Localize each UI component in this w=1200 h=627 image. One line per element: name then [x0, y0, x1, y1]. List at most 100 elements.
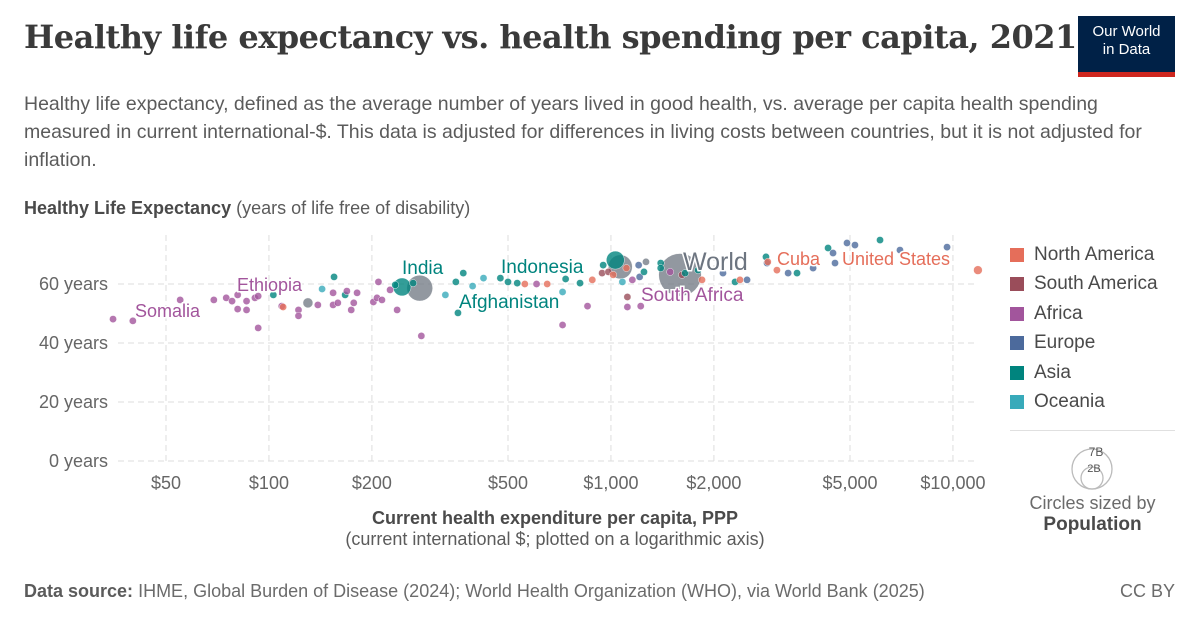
y-tick-label: 0 years [49, 451, 108, 471]
legend-swatch [1010, 247, 1024, 262]
data-point [242, 297, 251, 305]
data-point [606, 250, 625, 270]
data-point [623, 293, 632, 301]
owid-logo[interactable]: Our World in Data [1078, 16, 1175, 77]
data-point [831, 259, 839, 267]
y-tick-label: 60 years [39, 274, 108, 294]
legend-item[interactable]: Europe [1010, 329, 1158, 359]
size-legend-line1: Circles sized by [1029, 493, 1156, 513]
y-axis-title-rest: (years of life free of disability) [231, 198, 471, 218]
data-point [349, 299, 358, 307]
data-point [109, 315, 117, 323]
data-point [635, 273, 644, 281]
data-point [254, 292, 262, 300]
data-point [391, 281, 400, 289]
legend-label: North America [1034, 243, 1155, 265]
y-axis-title-bold: Healthy Life Expectancy [24, 198, 232, 218]
data-point [598, 269, 606, 277]
legend-label: Asia [1034, 361, 1071, 383]
point-label: Somalia [135, 301, 201, 321]
data-point [656, 264, 665, 272]
logo-bar [1078, 72, 1175, 77]
data-point [543, 280, 551, 288]
data-point [743, 276, 751, 284]
data-point [242, 306, 251, 314]
data-point [386, 286, 394, 294]
x-tick-label: $10,000 [920, 473, 985, 493]
x-tick-label: $50 [151, 473, 181, 493]
point-label: United States [842, 249, 950, 269]
point-label: Afghanistan [459, 292, 559, 313]
legend-swatch [1010, 365, 1024, 380]
point-label: India [402, 258, 444, 279]
data-point [532, 280, 541, 288]
data-point [378, 296, 386, 304]
data-point [314, 301, 322, 309]
legend-label: Oceania [1034, 391, 1105, 413]
chart-title: Healthy life expectancy vs. health spend… [24, 18, 1077, 56]
data-point [504, 278, 512, 286]
data-point [973, 265, 983, 275]
data-point [764, 258, 772, 266]
data-point [129, 317, 137, 325]
data-point [773, 266, 781, 274]
data-point [558, 288, 567, 296]
legend-swatch [1010, 306, 1024, 321]
data-point [896, 246, 904, 254]
data-point [459, 269, 468, 277]
data-point [576, 279, 584, 287]
data-point [454, 309, 462, 317]
data-point [329, 289, 337, 297]
legend-item[interactable]: South America [1010, 270, 1158, 300]
legend-swatch [1010, 336, 1024, 351]
point-label: South Africa [641, 285, 744, 306]
data-point [513, 279, 522, 287]
x-tick-label: $500 [488, 473, 528, 493]
x-tick-label: $5,000 [822, 473, 877, 493]
data-point [829, 249, 837, 257]
point-label: Cuba [777, 249, 821, 269]
data-point [294, 312, 303, 320]
chart-subtitle: Healthy life expectancy, defined as the … [24, 93, 1142, 171]
data-point [618, 278, 627, 286]
data-point [496, 274, 505, 282]
data-point [417, 332, 426, 340]
size-label-big: 7B [1089, 445, 1104, 459]
data-point [222, 294, 231, 302]
data-point [302, 297, 314, 309]
data-point [233, 305, 242, 313]
data-point [561, 275, 570, 283]
license-link[interactable]: CC BY [1119, 581, 1175, 601]
data-point [452, 278, 460, 286]
data-point [636, 302, 645, 310]
data-point [343, 287, 351, 295]
data-point [279, 303, 287, 311]
point-label: Indonesia [501, 257, 584, 278]
legend-label: South America [1034, 273, 1158, 295]
size-label-small: 2B [1087, 463, 1100, 475]
legend-swatch [1010, 277, 1024, 292]
data-point [609, 271, 617, 279]
data-point [851, 241, 859, 249]
size-legend: 7B 2B Circles sized by Population [1010, 430, 1175, 536]
legend-item[interactable]: Africa [1010, 299, 1158, 329]
source-label: Data source: [24, 581, 134, 601]
data-point [441, 291, 450, 299]
data-point [254, 324, 262, 332]
legend-item[interactable]: Asia [1010, 358, 1158, 388]
legend-item[interactable]: Oceania [1010, 388, 1158, 418]
y-tick-label: 40 years [39, 333, 108, 353]
data-source: Data source: IHME, Global Burden of Dise… [24, 581, 925, 602]
point-label: World [683, 248, 748, 276]
point-label: Ethiopia [237, 275, 303, 295]
x-tick-label: $2,000 [686, 473, 741, 493]
legend-item[interactable]: North America [1010, 240, 1158, 270]
data-point [521, 280, 529, 288]
data-point [694, 266, 702, 274]
data-point [681, 269, 689, 277]
data-point [666, 268, 674, 276]
data-point [393, 306, 401, 314]
data-point [210, 296, 218, 304]
data-point [943, 243, 951, 251]
scatter-plot: 0 years 20 years 40 years 60 years $50 $100 $2… [39, 235, 985, 493]
